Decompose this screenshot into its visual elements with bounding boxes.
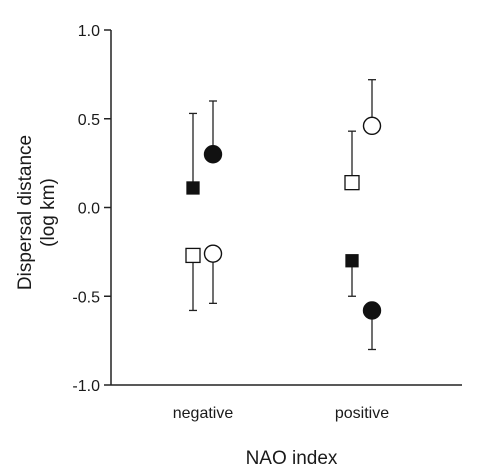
y-tick-label: 0.5: [78, 112, 100, 129]
open-square-negative: [185, 247, 201, 264]
filled-circle-negative: [203, 145, 223, 164]
y-tick-label: -0.5: [72, 289, 100, 306]
open-circle-positive: [362, 116, 382, 136]
filled-square-positive: [345, 254, 359, 268]
y-tick-label: 1.0: [78, 23, 100, 40]
open-square-positive: [344, 174, 360, 191]
open-circle-negative: [203, 244, 223, 263]
x-axis-title: NAO index: [246, 448, 338, 469]
y-tick-label: -1.0: [72, 378, 100, 395]
x-tick-label-negative: negative: [173, 405, 234, 422]
labels: 1.0 0.5 0.0 -0.5 -1.0 negative positive NAO ind…: [15, 23, 389, 469]
filled-square-negative: [186, 181, 200, 195]
x-tick-label-positive: positive: [335, 405, 389, 422]
y-axis-title-line2: (log km): [38, 178, 59, 247]
error-bars: [189, 79, 376, 351]
markers: [185, 116, 382, 320]
y-axis-title-line1: Dispersal distance: [15, 135, 36, 290]
axes: [104, 29, 462, 386]
y-tick-label: 0.0: [78, 201, 100, 218]
filled-circle-positive: [362, 301, 382, 320]
